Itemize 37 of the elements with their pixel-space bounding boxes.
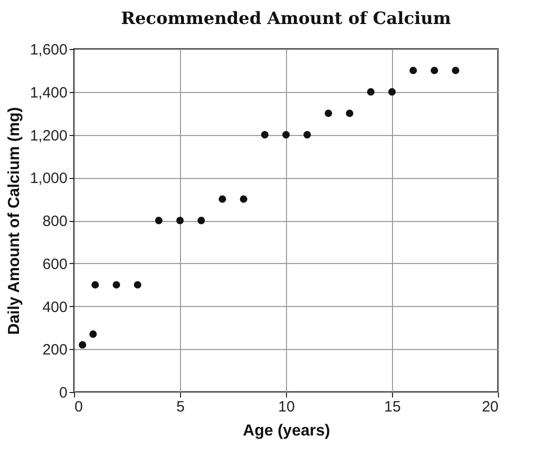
point [409, 66, 417, 74]
point [134, 281, 142, 289]
x-tick-label: 5 [176, 398, 185, 416]
point [367, 88, 375, 96]
point [91, 281, 99, 289]
point [261, 131, 269, 138]
point [218, 195, 226, 203]
y-tick-label: 1,400 [30, 84, 68, 102]
x-tick-label: 10 [278, 398, 295, 416]
y-tick-label: 1,200 [30, 127, 68, 144]
y-tick-label: 1,000 [30, 170, 68, 188]
x-axis-title: Age (years) [242, 422, 330, 440]
point [346, 110, 354, 118]
point [176, 216, 184, 224]
x-tick-label: 20 [482, 398, 498, 416]
point [388, 88, 396, 96]
point [155, 216, 163, 224]
y-tick-label: 600 [42, 256, 68, 273]
x-tick-label: 0 [74, 398, 83, 416]
y-tick-label: 0 [59, 384, 68, 402]
point [112, 281, 120, 289]
point [89, 330, 97, 338]
y-tick-label: 800 [42, 213, 68, 230]
chart-title: Recommended Amount of Calcium [120, 9, 452, 29]
point [282, 131, 290, 138]
point [240, 195, 248, 203]
y-tick-label: 1,600 [30, 42, 68, 58]
y-tick-label: 200 [42, 342, 68, 359]
y-axis-title: Daily Amount of Calcium (mg) [6, 107, 23, 335]
y-tick-label: 400 [42, 298, 68, 316]
point [452, 66, 460, 74]
point [430, 66, 438, 74]
point [78, 341, 86, 349]
x-tick-label: 15 [384, 398, 401, 416]
point [303, 131, 311, 138]
point [197, 216, 205, 224]
point [324, 110, 332, 118]
